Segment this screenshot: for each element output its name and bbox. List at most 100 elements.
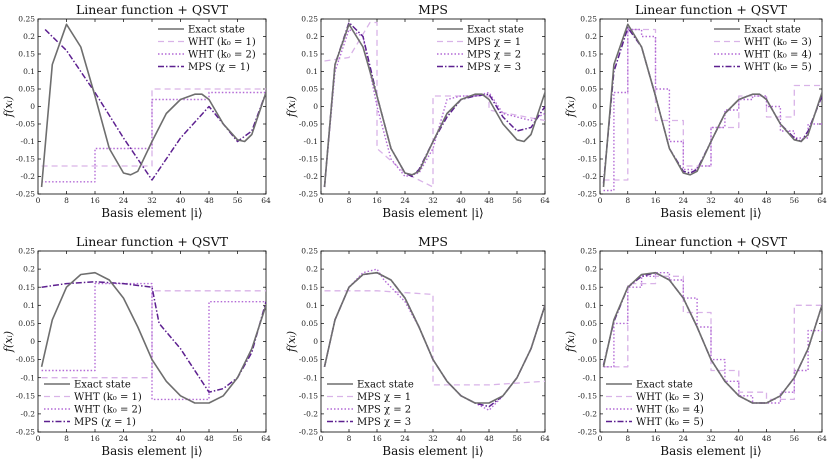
x-tick-label: 32	[706, 434, 716, 443]
y-tick-label: 0.05	[18, 319, 35, 328]
series-group	[602, 23, 822, 192]
x-tick-label: 0	[319, 196, 324, 205]
series-group	[602, 271, 822, 404]
legend-label: Exact state	[636, 380, 693, 391]
series-line-dark	[44, 28, 266, 181]
y-tick-label: -0.1	[304, 137, 318, 146]
y-tick-label: -0.15	[299, 155, 318, 164]
series-line-mid	[41, 282, 266, 401]
legend-label: WHT (k₀ = 2)	[74, 405, 142, 416]
series-line-light	[324, 290, 545, 386]
x-tick-label: 24	[119, 434, 129, 443]
chart-title: Linear function + QSVT	[76, 234, 229, 249]
y-tick-label: 0.15	[580, 283, 597, 292]
x-tick-label: 48	[484, 196, 494, 205]
y-tick-label: 0.15	[301, 50, 318, 59]
chart-panel-5: 0 8 16 24 32 40 48 56 64 -0.25 -0.2 -0.15 -0.1 -0.05 0…	[285, 234, 550, 458]
y-axis-label: f(xᵢ)	[285, 331, 298, 353]
y-tick-label: -0.05	[578, 355, 597, 364]
series-line-exact	[323, 271, 545, 404]
x-tick-label: 32	[706, 196, 716, 205]
legend-label: WHT (k₀ = 2)	[188, 50, 256, 61]
x-tick-label: 64	[261, 434, 271, 443]
y-tick-label: 0.25	[18, 15, 35, 24]
x-tick-label: 16	[651, 434, 661, 443]
y-tick-label: 0.1	[585, 67, 597, 76]
x-tick-label: 56	[512, 196, 522, 205]
series-line-dark	[323, 21, 545, 188]
y-tick-label: 0.1	[585, 301, 597, 310]
plot-frame	[37, 250, 267, 433]
y-tick-label: 0.15	[301, 283, 318, 292]
x-axis-label: Basis element |i⟩	[660, 444, 761, 458]
chart-panel-1: 0 8 16 24 32 40 48 56 64 -0.25 -0.2 -0.15 -0.1 -0.05 0…	[2, 2, 271, 220]
y-tick-label: -0.1	[583, 137, 597, 146]
x-tick-label: 56	[233, 434, 243, 443]
x-tick-label: 32	[428, 196, 438, 205]
x-tick-label: 8	[347, 434, 352, 443]
x-tick-label: 48	[484, 434, 494, 443]
y-tick-label: 0	[313, 337, 318, 346]
x-tick-label: 40	[456, 434, 466, 443]
series-line-exact	[40, 271, 266, 404]
y-axis-label: f(xᵢ)	[285, 96, 298, 118]
y-tick-label: 0.25	[301, 247, 318, 256]
x-tick-label: 8	[625, 196, 630, 205]
series-line-exact	[602, 271, 822, 404]
x-tick-label: 0	[598, 434, 603, 443]
x-tick-label: 56	[789, 434, 799, 443]
chart-title: MPS	[418, 234, 448, 249]
x-tick-label: 16	[90, 196, 100, 205]
series-line-mid	[323, 28, 545, 188]
legend-label: MPS (χ = 1)	[74, 417, 136, 428]
chart-title: Linear function + QSVT	[635, 2, 788, 17]
x-tick-label: 40	[456, 196, 466, 205]
x-tick-label: 0	[36, 434, 41, 443]
chart-panel-2: 0 8 16 24 32 40 48 56 64 -0.25 -0.2 -0.15 -0.1 -0.05 0…	[285, 2, 550, 220]
x-tick-label: 56	[789, 196, 799, 205]
legend-label: WHT (k₀ = 1)	[188, 37, 256, 48]
x-tick-label: 8	[64, 196, 69, 205]
x-tick-label: 64	[540, 196, 550, 205]
series-line-exact	[602, 23, 822, 188]
x-tick-label: 48	[204, 196, 214, 205]
series-line-light	[41, 290, 266, 379]
y-tick-label: -0.1	[21, 137, 35, 146]
x-tick-label: 24	[400, 434, 410, 443]
y-tick-label: 0.15	[18, 50, 35, 59]
y-tick-label: 0.1	[23, 301, 35, 310]
y-tick-label: -0.15	[16, 391, 35, 400]
y-tick-label: -0.15	[578, 391, 597, 400]
x-tick-label: 32	[147, 196, 157, 205]
legend-label: MPS χ = 1	[467, 37, 521, 48]
x-tick-label: 40	[176, 196, 186, 205]
chart-panel-4: 0 8 16 24 32 40 48 56 64 -0.25 -0.2 -0.15 -0.1 -0.05 0…	[2, 234, 271, 458]
x-tick-label: 0	[36, 196, 41, 205]
y-tick-label: -0.15	[299, 391, 318, 400]
y-axis-label: f(xᵢ)	[2, 331, 15, 353]
y-tick-label: -0.1	[304, 373, 318, 382]
x-tick-label: 64	[261, 196, 271, 205]
x-tick-label: 40	[734, 196, 744, 205]
x-tick-label: 64	[540, 434, 550, 443]
series-group	[323, 21, 545, 188]
legend-label: Exact state	[467, 25, 524, 36]
y-tick-label: -0.2	[583, 410, 598, 419]
x-axis-label: Basis element |i⟩	[101, 206, 202, 220]
y-tick-label: 0.2	[23, 265, 35, 274]
x-tick-label: 40	[734, 434, 744, 443]
chart-panel-6: 0 8 16 24 32 40 48 56 64 -0.25 -0.2 -0.15 -0.1 -0.05 0…	[564, 234, 827, 458]
series-line-light	[41, 88, 266, 167]
legend-label: Exact state	[74, 380, 131, 391]
y-tick-label: -0.25	[578, 428, 597, 437]
series-group	[323, 268, 545, 411]
y-tick-label: 0.25	[580, 15, 597, 24]
x-tick-label: 0	[319, 434, 324, 443]
x-tick-label: 24	[119, 196, 129, 205]
legend-label: MPS (χ = 1)	[188, 62, 250, 73]
x-tick-label: 16	[372, 434, 382, 443]
y-axis-label: f(xᵢ)	[564, 96, 577, 118]
y-tick-label: -0.2	[304, 410, 319, 419]
x-tick-label: 32	[428, 434, 438, 443]
y-tick-label: -0.15	[16, 155, 35, 164]
